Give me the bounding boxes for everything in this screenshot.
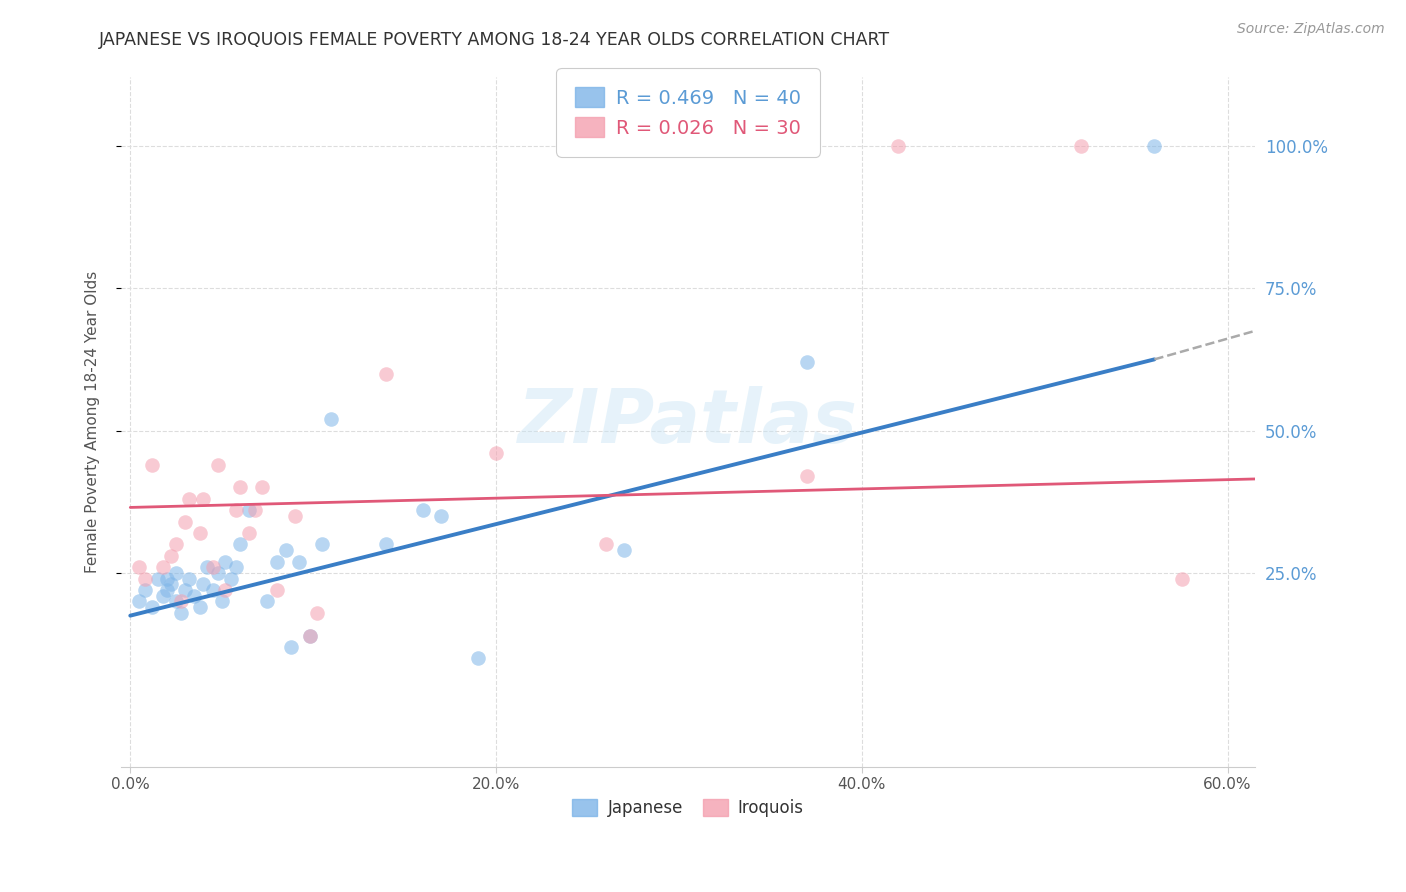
Point — [177, 491, 200, 506]
Point — [280, 640, 302, 654]
Point — [188, 526, 211, 541]
Point — [375, 537, 398, 551]
Point — [266, 555, 288, 569]
Point — [170, 606, 193, 620]
Point — [238, 526, 260, 541]
Point — [243, 503, 266, 517]
Text: ZIPatlas: ZIPatlas — [517, 385, 858, 458]
Point — [430, 508, 453, 523]
Point — [165, 594, 187, 608]
Point — [141, 600, 163, 615]
Point — [201, 560, 224, 574]
Point — [225, 560, 247, 574]
Legend: Japanese, Iroquois: Japanese, Iroquois — [565, 792, 810, 823]
Point — [214, 582, 236, 597]
Point — [796, 469, 818, 483]
Point — [412, 503, 434, 517]
Point — [193, 491, 215, 506]
Point — [183, 589, 205, 603]
Point — [287, 555, 309, 569]
Point — [467, 651, 489, 665]
Point — [311, 537, 333, 551]
Point — [211, 594, 233, 608]
Point — [128, 560, 150, 574]
Point — [159, 549, 181, 563]
Point — [152, 589, 174, 603]
Text: Source: ZipAtlas.com: Source: ZipAtlas.com — [1237, 22, 1385, 37]
Point — [1171, 572, 1194, 586]
Point — [1143, 138, 1166, 153]
Point — [207, 566, 229, 580]
Point — [887, 138, 910, 153]
Point — [128, 594, 150, 608]
Y-axis label: Female Poverty Among 18-24 Year Olds: Female Poverty Among 18-24 Year Olds — [86, 271, 100, 574]
Point — [195, 560, 218, 574]
Point — [266, 582, 288, 597]
Point — [188, 600, 211, 615]
Point — [595, 537, 617, 551]
Point — [134, 572, 156, 586]
Point — [165, 537, 187, 551]
Point — [225, 503, 247, 517]
Point — [305, 606, 328, 620]
Point — [159, 577, 181, 591]
Point — [207, 458, 229, 472]
Point — [238, 503, 260, 517]
Point — [1070, 138, 1092, 153]
Point — [201, 582, 224, 597]
Point — [156, 572, 179, 586]
Point — [229, 481, 252, 495]
Point — [146, 572, 169, 586]
Point — [250, 481, 273, 495]
Point — [174, 582, 197, 597]
Point — [485, 446, 508, 460]
Text: JAPANESE VS IROQUOIS FEMALE POVERTY AMONG 18-24 YEAR OLDS CORRELATION CHART: JAPANESE VS IROQUOIS FEMALE POVERTY AMON… — [98, 31, 890, 49]
Point — [256, 594, 278, 608]
Point — [219, 572, 242, 586]
Point — [170, 594, 193, 608]
Point — [375, 367, 398, 381]
Point — [141, 458, 163, 472]
Point — [298, 629, 321, 643]
Point — [165, 566, 187, 580]
Point — [156, 582, 179, 597]
Point — [193, 577, 215, 591]
Point — [796, 355, 818, 369]
Point — [214, 555, 236, 569]
Point — [321, 412, 343, 426]
Point — [134, 582, 156, 597]
Point — [298, 629, 321, 643]
Point — [152, 560, 174, 574]
Point — [177, 572, 200, 586]
Point — [229, 537, 252, 551]
Point — [284, 508, 307, 523]
Point — [174, 515, 197, 529]
Point — [274, 543, 297, 558]
Point — [613, 543, 636, 558]
